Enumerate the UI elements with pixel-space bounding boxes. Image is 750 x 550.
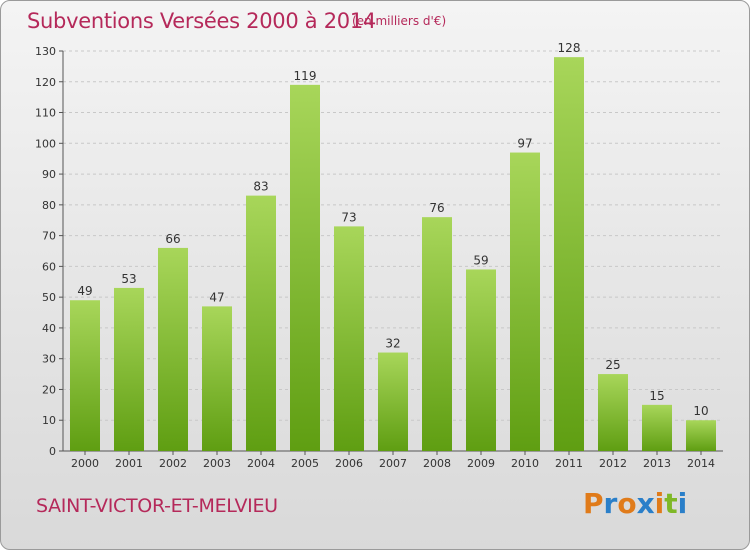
x-tick-label: 2010 [511, 457, 539, 470]
bar [422, 217, 452, 451]
logo-letter: o [617, 487, 637, 520]
x-tick-label: 2014 [687, 457, 715, 470]
bar [642, 404, 672, 451]
x-tick-label: 2003 [203, 457, 231, 470]
y-tick-label: 80 [42, 199, 56, 212]
y-tick-label: 0 [49, 445, 56, 458]
x-tick-label: 2009 [467, 457, 495, 470]
bar-value-label: 59 [473, 253, 488, 267]
x-tick-label: 2004 [247, 457, 275, 470]
logo-letter: i [677, 487, 688, 520]
bar-value-label: 47 [209, 290, 224, 304]
logo-letter: r [603, 487, 618, 520]
bar [686, 420, 716, 451]
bar-value-label: 76 [429, 201, 444, 215]
logo-letter: t [664, 487, 678, 520]
bar [334, 226, 364, 451]
x-tick-label: 2008 [423, 457, 451, 470]
x-tick-label: 2011 [555, 457, 583, 470]
bar-value-label: 128 [558, 41, 581, 55]
bar-value-label: 73 [341, 210, 356, 224]
x-tick-label: 2000 [71, 457, 99, 470]
logo-letter: i [654, 487, 665, 520]
bar [114, 287, 144, 451]
y-tick-label: 50 [42, 291, 56, 304]
x-tick-label: 2001 [115, 457, 143, 470]
y-tick-label: 100 [35, 137, 56, 150]
bar-value-label: 119 [294, 69, 317, 83]
chart-subtitle: (en milliers d'€) [352, 14, 447, 28]
x-tick-label: 2006 [335, 457, 363, 470]
bar-value-label: 49 [77, 284, 92, 298]
bar [510, 152, 540, 452]
bar [290, 84, 320, 451]
bar [466, 269, 496, 451]
bar-value-label: 10 [693, 404, 708, 418]
y-tick-label: 70 [42, 230, 56, 243]
y-tick-label: 130 [35, 45, 56, 58]
bar-value-label: 83 [253, 180, 268, 194]
bar [158, 247, 188, 451]
y-tick-label: 120 [35, 76, 56, 89]
proxiti-logo: Proxiti [583, 487, 687, 520]
y-tick-label: 90 [42, 168, 56, 181]
bar [378, 352, 408, 451]
bar [554, 57, 584, 452]
logo-letter: P [583, 487, 604, 520]
bar [202, 306, 232, 451]
bar-value-label: 66 [165, 232, 180, 246]
y-tick-label: 10 [42, 414, 56, 427]
y-tick-label: 30 [42, 353, 56, 366]
y-tick-label: 110 [35, 107, 56, 120]
y-tick-label: 60 [42, 260, 56, 273]
bar-value-label: 97 [517, 137, 532, 151]
x-tick-label: 2002 [159, 457, 187, 470]
x-tick-label: 2013 [643, 457, 671, 470]
commune-name: SAINT-VICTOR-ET-MELVIEU [36, 495, 278, 517]
bar-value-label: 15 [649, 389, 664, 403]
x-tick-label: 2005 [291, 457, 319, 470]
chart-title: Subventions Versées 2000 à 2014 [27, 9, 376, 33]
x-tick-label: 2007 [379, 457, 407, 470]
y-tick-label: 20 [42, 383, 56, 396]
logo-letter: x [636, 487, 655, 520]
bar-value-label: 25 [605, 358, 620, 372]
y-tick-label: 40 [42, 322, 56, 335]
bar [246, 195, 276, 451]
x-tick-label: 2012 [599, 457, 627, 470]
bar [70, 300, 100, 451]
bar-value-label: 32 [385, 337, 400, 351]
bar-value-label: 53 [121, 272, 136, 286]
bar [598, 374, 628, 451]
